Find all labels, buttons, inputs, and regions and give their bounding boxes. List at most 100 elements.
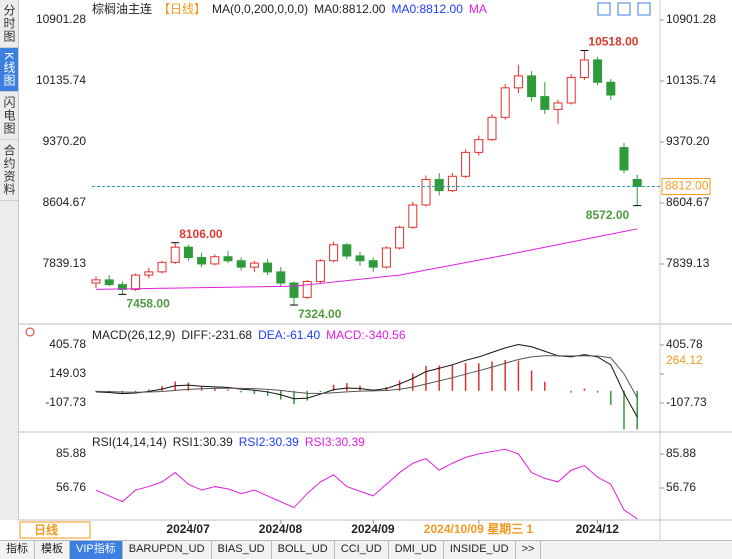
y-tick-label: 9370.20 — [666, 134, 710, 148]
candle-body — [210, 256, 220, 265]
icon[interactable] — [637, 2, 651, 16]
candle-body — [197, 257, 207, 265]
candle-body — [302, 280, 312, 298]
candle-body — [487, 116, 497, 141]
candle-body — [606, 81, 616, 96]
side-tab[interactable]: 分时图 — [0, 0, 18, 48]
y-tick-label: 10901.28 — [36, 12, 86, 26]
tab[interactable]: >> — [516, 541, 542, 559]
candle-body — [223, 256, 233, 262]
candle-body — [421, 178, 431, 206]
candle-body — [566, 76, 576, 104]
y-tick-label: -107.73 — [666, 395, 707, 409]
header-text: RSI1:30.39 — [173, 435, 233, 449]
annotation: 7324.00 — [298, 307, 342, 321]
header-text: RSI2:30.39 — [239, 435, 299, 449]
candle-body — [395, 226, 405, 249]
toolbar-icons[interactable] — [597, 2, 651, 16]
candle-body — [447, 175, 457, 192]
tab[interactable]: VIP指标 — [70, 541, 123, 559]
candle-body — [579, 59, 589, 78]
line — [95, 343, 638, 418]
tab-bar: 指标 模板 VIP指标 BARUPDN_UD BIAS_UD BOLL_UD CCI_UD D… — [0, 540, 732, 559]
candle-body — [619, 147, 629, 171]
candle-body — [381, 247, 391, 268]
candle-body — [513, 75, 523, 89]
annotation: 7458.00 — [126, 297, 170, 311]
header-text: DIFF:-231.68 — [181, 328, 252, 342]
y-tick-label: 85.88 — [666, 446, 696, 460]
tab[interactable]: CCI_UD — [335, 541, 389, 559]
candle-body — [553, 102, 563, 110]
annotation: 10518.00 — [588, 35, 638, 49]
candle-body — [276, 271, 286, 284]
candle-body — [474, 139, 484, 153]
y-tick-label: 10135.74 — [666, 73, 716, 87]
candle-body — [289, 282, 299, 298]
candle-body — [593, 59, 603, 83]
tab[interactable]: 模板 — [35, 541, 70, 559]
line — [95, 228, 638, 290]
header-text: MACD:-340.56 — [326, 328, 406, 342]
header-text: MACD(26,12,9) — [92, 328, 175, 342]
side-tab[interactable]: 闪电图 — [0, 92, 18, 141]
cursor-value: 264.12 — [666, 353, 703, 367]
candle-body — [315, 260, 325, 282]
candle-body — [131, 274, 141, 290]
candle-body — [500, 87, 510, 118]
tab[interactable]: BOLL_UD — [272, 541, 335, 559]
y-tick-label: 149.03 — [49, 366, 86, 380]
sidebar: 分时图 K线图 闪电图 合约资料 — [0, 0, 19, 520]
header-text: RSI(14,14,14) — [92, 435, 167, 449]
candle-body — [434, 178, 444, 192]
candle-body — [355, 255, 365, 262]
side-tab[interactable]: 合约资料 — [0, 140, 18, 202]
y-tick-label: 405.78 — [49, 337, 86, 351]
candle-body — [329, 244, 339, 262]
header-text: DEA:-61.40 — [258, 328, 320, 342]
y-tick-label: -107.73 — [45, 395, 86, 409]
icon[interactable] — [597, 2, 611, 16]
candle-body — [236, 260, 246, 268]
candle-body — [342, 244, 352, 257]
chart: 棕榈油主连 【日线】 MA(0,0,200,0,0,0) MA0:8812.00 MA0… — [18, 0, 732, 540]
period-box — [19, 521, 91, 539]
icon[interactable] — [617, 2, 631, 16]
candle-body — [144, 271, 154, 276]
y-tick-label: 7839.13 — [666, 256, 710, 270]
y-tick-label: 10135.74 — [36, 73, 86, 87]
tab[interactable]: BARUPDN_UD — [123, 541, 212, 559]
candle-body — [368, 260, 378, 268]
candle-body — [263, 262, 273, 273]
y-tick-label: 8604.67 — [43, 195, 87, 209]
tab[interactable]: BIAS_UD — [212, 541, 272, 559]
settings-icon[interactable] — [25, 327, 35, 337]
y-tick-label: 405.78 — [666, 337, 703, 351]
x-tick-label: 2024/10/09 星期三 1 — [424, 521, 534, 536]
header-text: MA0:8812.00 — [391, 2, 463, 16]
y-tick-label: 56.76 — [666, 480, 696, 494]
header-text: MA — [469, 2, 487, 16]
candle-body — [527, 75, 537, 98]
y-tick-label: 9370.20 — [43, 134, 87, 148]
y-tick-label: 7839.13 — [43, 256, 87, 270]
line — [95, 355, 638, 398]
tab[interactable]: 指标 — [0, 541, 35, 559]
y-tick-label: 10901.28 — [666, 12, 716, 26]
candle-body — [157, 261, 167, 273]
tab[interactable]: INSIDE_UD — [444, 541, 516, 559]
header-text: MA0:8812.00 — [314, 2, 386, 16]
header-text: 棕榈油主连 — [92, 1, 152, 16]
candle-body — [91, 279, 101, 284]
period-label: 日线 — [34, 522, 58, 537]
candle-body — [249, 262, 259, 268]
side-tab[interactable]: K线图 — [0, 48, 18, 93]
candle-body — [104, 279, 114, 286]
candle-body — [632, 178, 642, 187]
header-text: RSI3:30.39 — [305, 435, 365, 449]
x-tick-label: 2024/07 — [166, 522, 210, 536]
tab[interactable]: DMI_UD — [389, 541, 444, 559]
last-price-box — [661, 177, 711, 195]
y-tick-label: 8604.67 — [666, 195, 710, 209]
